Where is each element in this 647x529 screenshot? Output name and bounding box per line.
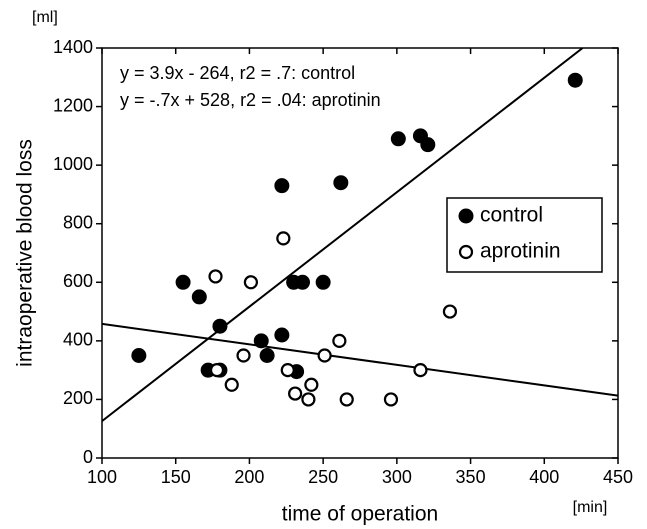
point xyxy=(333,175,349,191)
point xyxy=(280,363,295,378)
point xyxy=(567,72,583,88)
y-unit: [ml] xyxy=(32,9,58,26)
point xyxy=(191,289,207,305)
point xyxy=(175,274,191,290)
y-tick-label: 1400 xyxy=(53,37,93,57)
point xyxy=(420,137,436,153)
x-tick-label: 150 xyxy=(161,467,191,487)
fit-line xyxy=(102,48,584,422)
legend-label: control xyxy=(480,204,543,227)
point xyxy=(295,274,311,290)
x-tick-label: 300 xyxy=(382,467,412,487)
point xyxy=(236,348,251,363)
point xyxy=(317,348,332,363)
y-tick-label: 800 xyxy=(63,212,93,232)
point xyxy=(301,392,316,407)
x-tick-label: 100 xyxy=(87,467,117,487)
point xyxy=(224,377,239,392)
x-tick-label: 200 xyxy=(234,467,264,487)
x-tick-label: 400 xyxy=(529,467,559,487)
point xyxy=(332,333,347,348)
point xyxy=(304,377,319,392)
y-tick-label: 1200 xyxy=(53,95,93,115)
x-tick-label: 250 xyxy=(308,467,338,487)
point xyxy=(131,348,147,363)
y-tick-label: 200 xyxy=(63,388,93,408)
point xyxy=(274,178,290,194)
point xyxy=(442,304,458,319)
x-tick-label: 450 xyxy=(603,467,633,487)
fit-line xyxy=(102,322,618,397)
legend-label: aprotinin xyxy=(480,240,561,263)
y-axis-label: intraoperative blood loss xyxy=(14,139,37,367)
x-axis-label: time of operation xyxy=(282,503,438,526)
plot-frame xyxy=(101,47,619,459)
y-tick-label: 0 xyxy=(83,447,93,467)
point xyxy=(413,363,428,378)
point xyxy=(383,392,399,407)
x-unit: [min] xyxy=(573,499,608,516)
y-tick-label: 600 xyxy=(63,271,93,291)
y-tick-label: 400 xyxy=(63,330,93,350)
x-tick-label: 350 xyxy=(456,467,486,487)
point xyxy=(288,386,303,401)
y-tick-label: 1000 xyxy=(53,154,93,174)
point xyxy=(315,274,331,290)
legend-box xyxy=(446,197,603,273)
point xyxy=(274,327,290,343)
legend-marker xyxy=(458,208,474,224)
point xyxy=(276,231,291,246)
annotation: y = -.7x + 528, r2 = .04: aprotinin xyxy=(120,90,381,110)
point xyxy=(259,348,275,363)
point xyxy=(253,333,269,349)
point xyxy=(209,363,225,378)
annotation: y = 3.9x - 264, r2 = .7: control xyxy=(120,63,355,83)
point xyxy=(208,269,223,284)
point xyxy=(390,131,406,147)
point xyxy=(212,318,228,334)
point xyxy=(339,392,354,407)
point xyxy=(243,275,259,290)
legend-marker xyxy=(458,244,474,260)
